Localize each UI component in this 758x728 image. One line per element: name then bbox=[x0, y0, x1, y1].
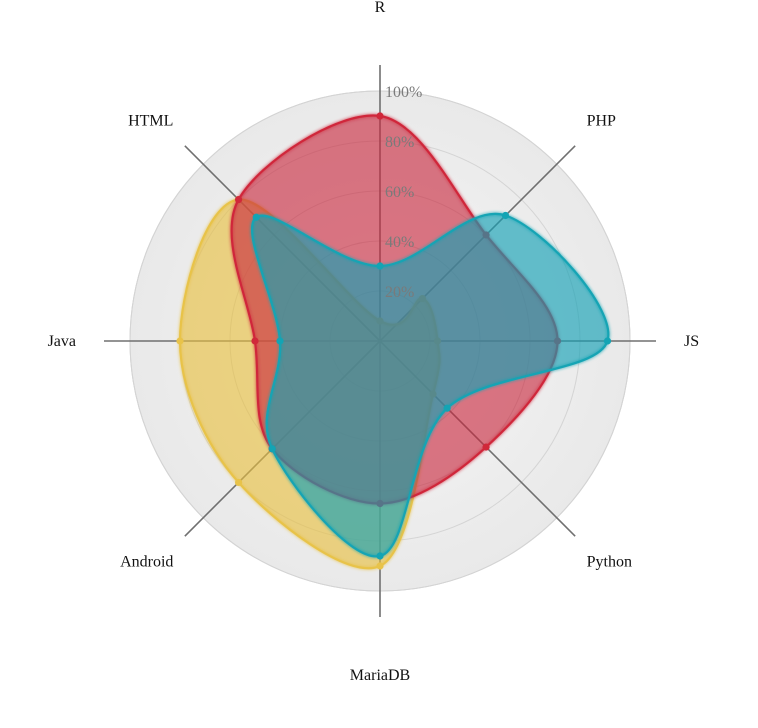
tick-label: 20% bbox=[385, 284, 414, 301]
data-point bbox=[252, 213, 260, 221]
radar-series bbox=[176, 112, 612, 570]
data-point bbox=[251, 337, 259, 345]
radar-tick-labels: 20% 40% 60% 80% 100% bbox=[385, 84, 422, 301]
series-2 bbox=[250, 211, 612, 560]
axis-label-html: HTML bbox=[128, 112, 173, 129]
tick-label: 60% bbox=[385, 184, 414, 201]
tick-label: 40% bbox=[385, 234, 414, 251]
axis-label-php: PHP bbox=[587, 112, 616, 129]
axis-label-java: Java bbox=[48, 333, 76, 350]
data-point bbox=[443, 404, 451, 412]
radar-axis-labels: R PHP JS Python MariaDB Android Java HTML bbox=[48, 0, 700, 684]
tick-label: 80% bbox=[385, 134, 414, 151]
data-point bbox=[268, 445, 276, 453]
data-point bbox=[376, 562, 384, 570]
series-area bbox=[250, 212, 610, 558]
data-point bbox=[603, 337, 612, 345]
data-point bbox=[482, 443, 490, 451]
axis-label-python: Python bbox=[587, 554, 632, 571]
data-point bbox=[376, 262, 384, 270]
data-point bbox=[234, 478, 243, 487]
axis-label-js: JS bbox=[684, 333, 699, 350]
data-point bbox=[376, 112, 384, 120]
axis-label-mariadb: MariaDB bbox=[350, 667, 410, 684]
data-point bbox=[234, 195, 243, 204]
data-point bbox=[276, 337, 284, 345]
axis-label-android: Android bbox=[120, 554, 173, 571]
data-point bbox=[176, 337, 184, 345]
data-point bbox=[501, 211, 510, 220]
tick-label: 100% bbox=[385, 84, 422, 101]
axis-label-r: R bbox=[375, 0, 386, 16]
data-point bbox=[376, 552, 384, 560]
